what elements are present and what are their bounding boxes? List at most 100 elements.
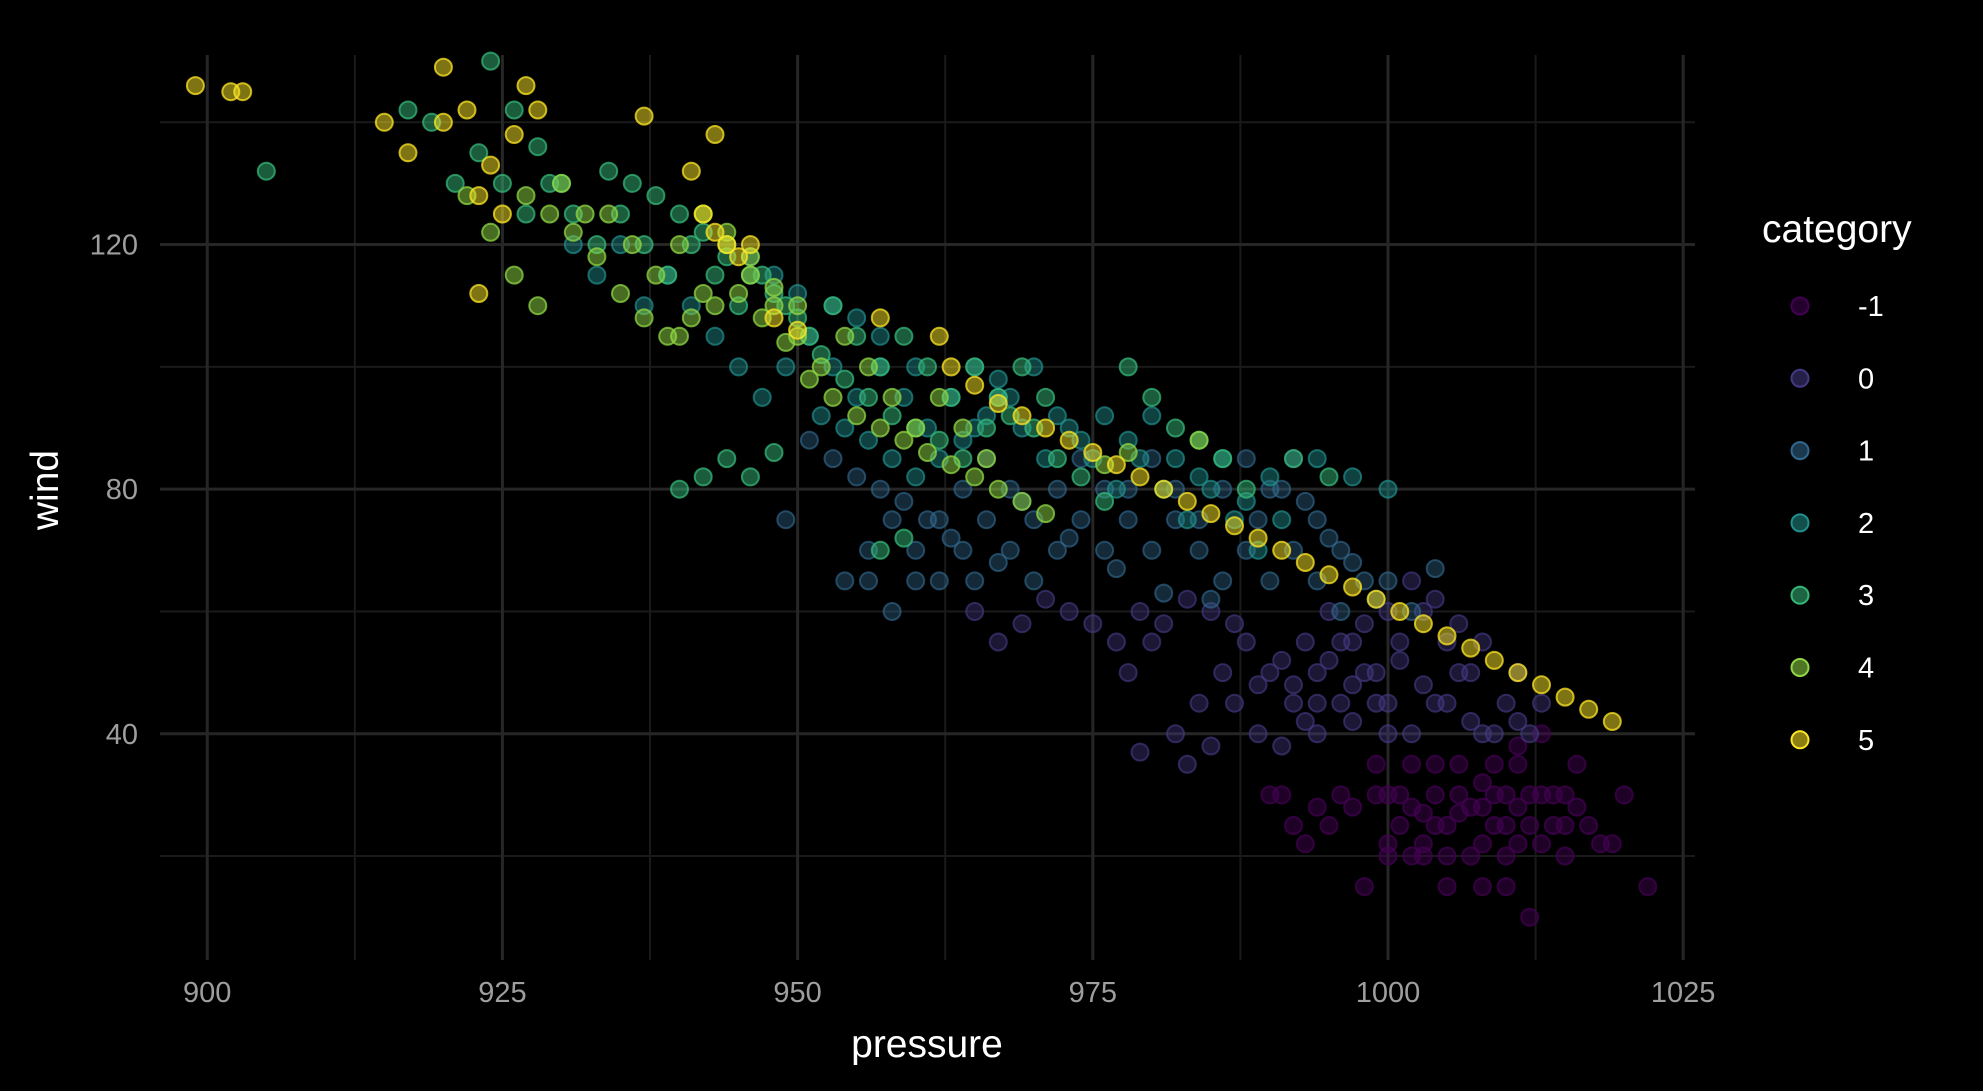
data-point: [1484, 650, 1504, 670]
data-point: [835, 418, 855, 438]
data-point: [693, 467, 713, 487]
data-point: [1343, 553, 1363, 572]
data-point: [1225, 516, 1244, 536]
data-point: [1508, 712, 1528, 731]
data-point: [1260, 663, 1280, 683]
data-point: [1177, 754, 1197, 774]
data-point: [670, 479, 689, 499]
data-point: [622, 235, 642, 255]
legend-key: [1790, 441, 1810, 461]
data-point: [1106, 455, 1126, 475]
data-point: [1508, 754, 1528, 774]
data-point: [1213, 571, 1233, 591]
data-point: [965, 467, 985, 487]
x-tick-label: 1000: [1356, 977, 1421, 1009]
data-point: [622, 173, 642, 193]
data-point: [965, 571, 985, 591]
data-point: [894, 430, 914, 450]
data-point: [1000, 540, 1020, 560]
data-point: [1189, 467, 1209, 487]
data-point: [681, 308, 701, 328]
data-point: [670, 326, 689, 346]
data-point: [1118, 357, 1138, 377]
data-point: [1307, 693, 1327, 713]
data-point: [1284, 449, 1303, 469]
data-point: [1567, 754, 1587, 774]
data-point: [1272, 736, 1292, 756]
data-point: [823, 449, 843, 469]
data-point: [481, 51, 501, 71]
data-point: [516, 186, 536, 206]
x-axis-title: pressure: [851, 1023, 1003, 1066]
data-point: [906, 418, 926, 438]
data-point: [1402, 571, 1422, 591]
data-point: [634, 106, 654, 126]
data-point: [929, 326, 949, 346]
data-point: [1496, 785, 1516, 805]
data-point: [788, 320, 808, 340]
data-point: [1402, 846, 1422, 866]
data-point: [1272, 479, 1292, 499]
data-point: [1532, 834, 1551, 854]
data-point: [1331, 693, 1351, 713]
series-category--1: [1260, 724, 1658, 927]
data-point: [1378, 846, 1398, 866]
data-point: [1106, 479, 1126, 499]
data-point: [764, 277, 784, 297]
data-point: [1130, 467, 1150, 487]
data-point: [1248, 510, 1268, 530]
data-point: [1118, 510, 1138, 530]
points-layer: [185, 51, 1658, 927]
data-point: [1331, 785, 1351, 805]
data-point: [1343, 675, 1363, 695]
data-point: [1307, 449, 1327, 469]
data-point: [1638, 877, 1658, 897]
data-point: [1012, 357, 1032, 377]
data-point: [1260, 785, 1280, 805]
legend-key: [1790, 368, 1810, 388]
data-point: [717, 235, 737, 255]
data-point: [1130, 742, 1150, 762]
data-point: [1118, 663, 1138, 683]
data-point: [1496, 816, 1516, 835]
data-point: [445, 173, 465, 193]
data-point: [1366, 663, 1386, 683]
data-point: [1166, 418, 1185, 438]
data-point: [799, 430, 819, 450]
y-axis-title: wind: [24, 450, 67, 531]
data-point: [1189, 540, 1209, 560]
data-point: [1520, 724, 1540, 744]
data-point: [504, 100, 524, 120]
data-point: [1095, 491, 1115, 511]
data-point: [256, 161, 276, 181]
data-point: [1473, 834, 1492, 854]
data-point: [988, 479, 1008, 499]
data-point: [1036, 589, 1056, 609]
legend-title: category: [1762, 208, 1912, 251]
data-point: [941, 455, 961, 475]
data-point: [1390, 785, 1410, 805]
data-point: [1390, 650, 1410, 670]
y-tick-label: 40: [106, 719, 138, 751]
data-point: [1059, 528, 1079, 548]
data-point: [611, 284, 630, 303]
data-point: [1095, 406, 1115, 426]
data-point: [717, 449, 737, 469]
data-point: [1036, 504, 1056, 524]
data-point: [1413, 614, 1433, 634]
data-point: [1366, 785, 1386, 805]
data-point: [1508, 834, 1528, 854]
data-point: [1012, 491, 1032, 511]
data-point: [870, 540, 890, 560]
x-tick-label: 900: [183, 977, 231, 1009]
data-point: [1295, 632, 1315, 652]
data-point: [882, 449, 902, 469]
data-point: [1413, 803, 1433, 823]
data-point: [918, 357, 937, 377]
data-point: [1012, 614, 1032, 634]
data-point: [1413, 675, 1433, 695]
data-point: [882, 510, 902, 530]
data-point: [953, 479, 973, 499]
data-point: [823, 296, 843, 316]
